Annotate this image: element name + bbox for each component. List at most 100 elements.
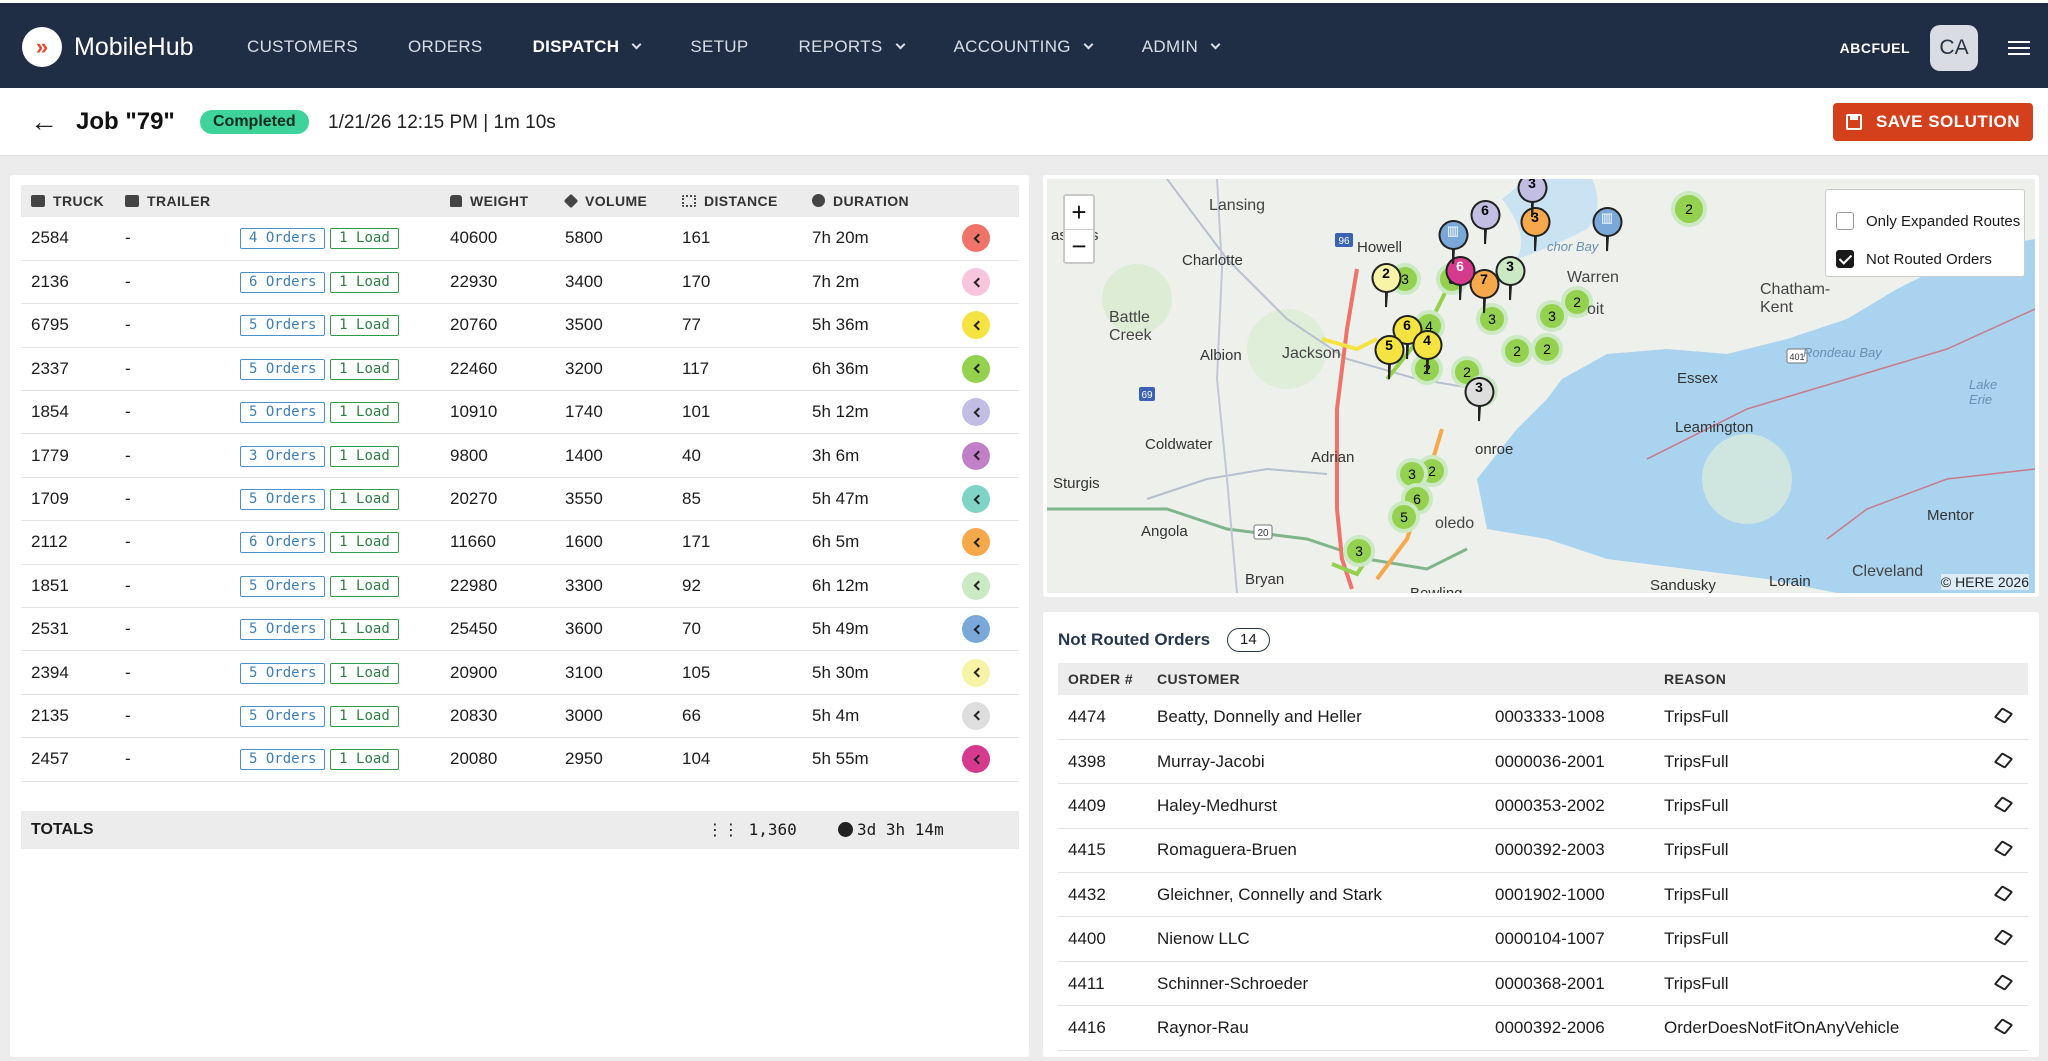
package-icon[interactable] <box>1993 796 2013 813</box>
route-color-toggle[interactable] <box>962 485 990 514</box>
package-icon[interactable] <box>1993 840 2013 858</box>
load-tag[interactable]: 1 Load <box>330 402 399 424</box>
col-customer[interactable]: CUSTOMER <box>1157 663 1495 695</box>
package-icon[interactable] <box>1993 707 2013 724</box>
zoom-out-button[interactable]: − <box>1065 229 1093 262</box>
route-map[interactable]: 2 3 3 2 3 2 2 2 2 3 6 5 3 3 4 2 2 6 4 5 … <box>1047 179 2035 593</box>
orders-tag[interactable]: 5 Orders <box>240 705 326 727</box>
table-row[interactable]: 2337 - 5 Orders 1 Load 22460 3200 117 6h… <box>21 347 1019 391</box>
table-row[interactable]: 2531 - 5 Orders 1 Load 25450 3600 70 5h … <box>21 608 1019 651</box>
stop-pin[interactable]: 6 <box>1445 256 1476 301</box>
table-row[interactable]: 4416 Raynor-Rau 0000392-2006 OrderDoesNo… <box>1058 1006 2028 1051</box>
stop-pin[interactable]: 7 <box>1469 269 1500 314</box>
route-color-toggle[interactable] <box>962 528 990 557</box>
table-row[interactable]: 2394 - 5 Orders 1 Load 20900 3100 105 5h… <box>21 651 1019 695</box>
route-color-toggle[interactable] <box>962 354 990 383</box>
cluster-marker[interactable]: 3 <box>1476 303 1508 335</box>
zoom-in-button[interactable]: + <box>1071 197 1087 227</box>
route-color-toggle[interactable] <box>962 441 990 470</box>
avatar[interactable]: CA <box>1930 25 1978 71</box>
nav-customers[interactable]: CUSTOMERS <box>247 37 359 56</box>
table-row[interactable]: 2136 - 6 Orders 1 Load 22930 3400 170 7h… <box>21 260 1019 304</box>
table-row[interactable]: 4474 Beatty, Donnelly and Heller 0003333… <box>1058 695 2028 740</box>
cluster-marker[interactable]: 2 <box>1671 191 1707 227</box>
table-row[interactable]: 1854 - 5 Orders 1 Load 10910 1740 101 5h… <box>21 391 1019 434</box>
stop-pin[interactable]: 4 <box>1412 330 1443 375</box>
table-row[interactable]: 4409 Haley-Medhurst 0000353-2002 TripsFu… <box>1058 784 2028 829</box>
orders-tag[interactable]: 3 Orders <box>240 445 326 467</box>
orders-tag[interactable]: 5 Orders <box>240 402 326 424</box>
save-solution-button[interactable]: SAVE SOLUTION <box>1833 103 2033 141</box>
col-duration[interactable]: DURATION <box>812 185 962 217</box>
package-icon[interactable] <box>1993 1018 2013 1035</box>
table-row[interactable]: 2112 - 6 Orders 1 Load 11660 1600 171 6h… <box>21 521 1019 565</box>
route-color-toggle[interactable] <box>962 268 990 297</box>
stop-pin[interactable]: 2 <box>1371 263 1402 308</box>
package-icon[interactable] <box>1993 929 2013 946</box>
map-canvas[interactable]: 2 3 3 2 3 2 2 2 2 3 6 5 3 3 4 2 2 6 4 5 … <box>1047 179 2035 593</box>
load-tag[interactable]: 1 Load <box>330 749 399 771</box>
cluster-marker[interactable]: 2 <box>1501 335 1533 367</box>
not-routed-orders-checkbox[interactable]: Not Routed Orders <box>1836 250 1992 268</box>
load-tag[interactable]: 1 Load <box>330 228 399 250</box>
orders-tag[interactable]: 5 Orders <box>240 315 326 337</box>
table-row[interactable]: 4398 Murray-Jacobi 0000036-2001 TripsFul… <box>1058 739 2028 784</box>
only-expanded-routes-checkbox[interactable]: Only Expanded Routes <box>1836 212 2020 230</box>
table-row[interactable]: 6795 - 5 Orders 1 Load 20760 3500 77 5h … <box>21 304 1019 348</box>
load-tag[interactable]: 1 Load <box>330 489 399 511</box>
orders-tag[interactable]: 5 Orders <box>240 619 326 641</box>
table-row[interactable]: 4400 Nienow LLC 0000104-1007 TripsFull <box>1058 917 2028 962</box>
package-icon[interactable] <box>1993 884 2013 902</box>
col-weight[interactable]: WEIGHT <box>450 185 565 217</box>
table-row[interactable]: 1851 - 5 Orders 1 Load 22980 3300 92 6h … <box>21 564 1019 608</box>
orders-tag[interactable]: 6 Orders <box>240 532 326 554</box>
table-row[interactable]: 1709 - 5 Orders 1 Load 20270 3550 85 5h … <box>21 477 1019 521</box>
nav-admin[interactable]: ADMIN <box>1142 37 1221 57</box>
route-color-toggle[interactable] <box>962 311 990 340</box>
col-distance[interactable]: DISTANCE <box>682 185 812 217</box>
route-color-toggle[interactable] <box>962 224 990 253</box>
orders-tag[interactable]: 5 Orders <box>240 749 326 771</box>
cluster-marker[interactable]: 3 <box>1536 300 1568 332</box>
package-icon[interactable] <box>1993 973 2013 991</box>
route-color-toggle[interactable] <box>962 398 990 427</box>
load-tag[interactable]: 1 Load <box>330 662 399 684</box>
load-tag[interactable]: 1 Load <box>330 619 399 641</box>
nav-setup[interactable]: SETUP <box>690 37 749 56</box>
table-row[interactable]: 2457 - 5 Orders 1 Load 20080 2950 104 5h… <box>21 738 1019 782</box>
nav-accounting[interactable]: ACCOUNTING <box>954 37 1094 57</box>
back-arrow-icon[interactable]: ← <box>30 106 58 137</box>
route-color-toggle[interactable] <box>962 658 990 687</box>
cluster-marker[interactable]: 2 <box>1531 333 1563 365</box>
nav-reports[interactable]: REPORTS <box>799 37 905 57</box>
route-color-toggle[interactable] <box>962 745 990 774</box>
orders-tag[interactable]: 4 Orders <box>240 228 326 250</box>
stop-pin[interactable]: 3 <box>1495 256 1526 301</box>
orders-tag[interactable]: 5 Orders <box>240 358 326 380</box>
orders-tag[interactable]: 6 Orders <box>240 272 326 294</box>
col-volume[interactable]: VOLUME <box>563 185 682 217</box>
load-tag[interactable]: 1 Load <box>330 358 399 380</box>
load-tag[interactable]: 1 Load <box>330 315 399 337</box>
col-trailer[interactable]: TRAILER <box>125 185 240 217</box>
table-row[interactable]: 2584 - 4 Orders 1 Load 40600 5800 161 7h… <box>21 217 1019 261</box>
route-color-toggle[interactable] <box>962 615 990 644</box>
stop-pin[interactable]: 3 <box>1517 179 1548 218</box>
stop-pin[interactable]: 6 <box>1470 200 1501 245</box>
load-tag[interactable]: 1 Load <box>330 705 399 727</box>
table-row[interactable]: 4432 Gleichner, Connelly and Stark 00019… <box>1058 873 2028 917</box>
stop-pin[interactable]: 5 <box>1374 335 1405 380</box>
table-row[interactable]: 4411 Schinner-Schroeder 0000368-2001 Tri… <box>1058 961 2028 1006</box>
load-tag[interactable]: 1 Load <box>330 445 399 467</box>
col-truck[interactable]: TRUCK <box>21 185 125 217</box>
orders-tag[interactable]: 5 Orders <box>240 489 326 511</box>
orders-tag[interactable]: 5 Orders <box>240 662 326 684</box>
cluster-marker[interactable]: 2 <box>1561 286 1593 318</box>
cluster-marker[interactable]: 3 <box>1343 535 1375 567</box>
cluster-marker[interactable]: 5 <box>1388 501 1420 533</box>
col-order[interactable]: ORDER # <box>1058 663 1157 695</box>
nav-dispatch[interactable]: DISPATCH <box>533 37 642 57</box>
load-tag[interactable]: 1 Load <box>330 532 399 554</box>
stop-pin[interactable]: ▥ <box>1592 207 1623 252</box>
table-row[interactable]: 1779 - 3 Orders 1 Load 9800 1400 40 3h 6… <box>21 434 1019 478</box>
